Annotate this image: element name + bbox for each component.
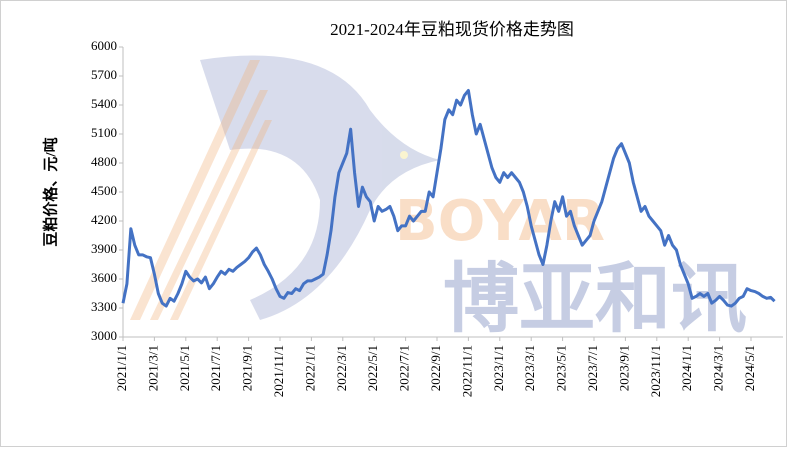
watermark-logo xyxy=(200,55,440,321)
x-tick-label: 2021/7/1 xyxy=(208,345,223,391)
chart-title: 2021-2024年豆粕现货价格走势图 xyxy=(330,20,574,39)
y-tick-label: 5700 xyxy=(91,67,117,82)
x-tick-label: 2023/5/1 xyxy=(554,345,569,391)
x-tick-label: 2023/7/1 xyxy=(585,345,600,391)
y-tick-label: 3600 xyxy=(91,270,117,285)
x-tick-label: 2024/3/1 xyxy=(711,345,726,391)
y-tick-label: 5400 xyxy=(91,96,117,111)
x-tick-label: 2022/9/1 xyxy=(428,345,443,391)
watermark-latin: BOYAR xyxy=(395,189,605,254)
price-line xyxy=(121,89,776,308)
y-tick-label: 6000 xyxy=(91,38,117,53)
x-tick-label: 2022/3/1 xyxy=(334,345,349,391)
y-tick-label: 3900 xyxy=(91,241,117,256)
x-tick-label: 2023/9/1 xyxy=(616,345,631,391)
x-tick-label: 2024/5/1 xyxy=(742,345,757,391)
y-tick-label: 4800 xyxy=(91,154,117,169)
x-tick-label: 2022/1/1 xyxy=(302,345,317,391)
y-tick-label: 3000 xyxy=(91,328,117,343)
x-tick-label: 2021/11/1 xyxy=(271,345,286,397)
x-tick-label: 2023/1/1 xyxy=(491,345,506,391)
y-axis-label: 豆粕价格、元/吨 xyxy=(41,137,59,246)
watermark-stripes xyxy=(130,60,272,320)
x-tick-label: 2022/11/1 xyxy=(459,345,474,397)
x-tick-label: 2022/5/1 xyxy=(365,345,380,391)
x-tick-label: 2021/1/1 xyxy=(114,345,129,391)
x-tick-label: 2022/7/1 xyxy=(397,345,412,391)
y-tick-label: 3300 xyxy=(91,299,117,314)
y-tick-label: 4500 xyxy=(91,183,117,198)
x-tick-label: 2023/3/1 xyxy=(522,345,537,391)
x-tick-label: 2021/3/1 xyxy=(145,345,160,391)
watermark-chinese: 博亚和讯 xyxy=(443,254,747,343)
y-tick-label: 4200 xyxy=(91,212,117,227)
x-tick-label: 2021/5/1 xyxy=(177,345,192,391)
x-tick-label: 2021/9/1 xyxy=(240,345,255,391)
x-tick-label: 2023/11/1 xyxy=(648,345,663,397)
y-tick-label: 5100 xyxy=(91,125,117,140)
x-tick-label: 2024/1/1 xyxy=(679,345,694,391)
